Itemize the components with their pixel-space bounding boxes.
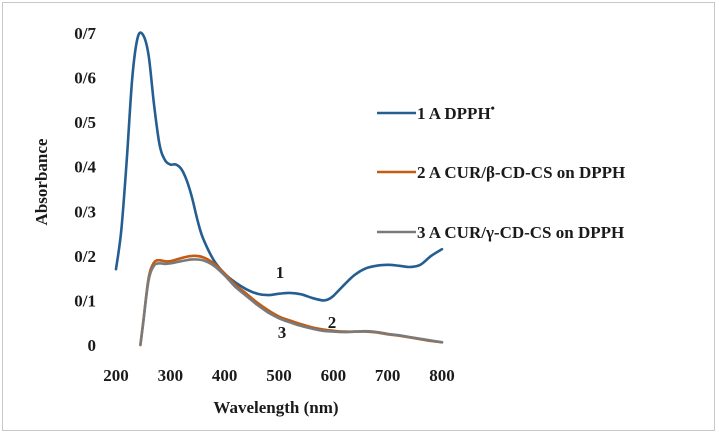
x-axis-tick-labels: 200 300 400 500 600 700 800 — [103, 366, 455, 385]
x-tick-label: 400 — [212, 366, 238, 385]
y-axis-title: Absorbance — [32, 138, 51, 225]
legend-label-2: 2 A CUR/β-CD-CS on DPPH — [417, 163, 625, 182]
x-tick-label: 700 — [375, 366, 401, 385]
y-tick-label: 0/1 — [74, 291, 96, 310]
curve-label-3: 3 — [278, 323, 287, 342]
x-tick-label: 200 — [103, 366, 129, 385]
y-tick-label: 0/6 — [74, 69, 96, 88]
series-line-2 — [139, 254, 444, 347]
curve-labels: 1 2 3 — [276, 263, 337, 342]
legend-label-3: 3 A CUR/γ-CD-CS on DPPH — [417, 223, 624, 242]
series-lines — [114, 31, 444, 347]
curve-label-1: 1 — [276, 263, 285, 282]
y-axis-tick-labels: 0 0/1 0/2 0/3 0/4 0/5 0/6 0/7 — [74, 24, 96, 355]
x-tick-label: 300 — [158, 366, 184, 385]
curve-label-2: 2 — [328, 313, 337, 332]
legend: 1 A DPPH• 2 A CUR/β-CD-CS on DPPH 3 A CUR/… — [377, 101, 625, 242]
x-tick-label: 800 — [429, 366, 455, 385]
x-tick-label: 600 — [321, 366, 347, 385]
x-tick-label: 500 — [266, 366, 292, 385]
y-tick-label: 0/7 — [74, 24, 96, 43]
y-tick-label: 0/3 — [74, 202, 96, 221]
series-line-3 — [139, 258, 444, 347]
chart-frame — [2, 2, 715, 431]
y-tick-label: 0/5 — [74, 113, 96, 132]
series-line-1 — [114, 31, 444, 302]
y-tick-label: 0/4 — [74, 158, 96, 177]
legend-label-1: 1 A DPPH• — [417, 101, 495, 123]
y-tick-label: 0/2 — [74, 247, 96, 266]
y-tick-label: 0 — [88, 336, 97, 355]
x-axis-title: Wavelength (nm) — [213, 398, 338, 417]
